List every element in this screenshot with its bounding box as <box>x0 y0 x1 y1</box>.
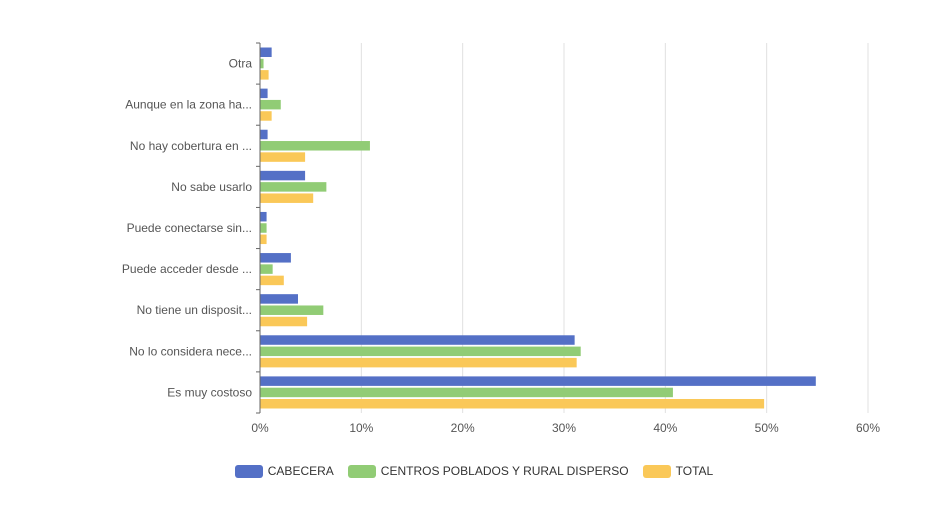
bar[interactable] <box>260 141 370 151</box>
legend-label: CENTROS POBLADOS Y RURAL DISPERSO <box>380 464 629 478</box>
bar[interactable] <box>260 88 268 99</box>
legend-swatch <box>347 464 376 478</box>
bar[interactable] <box>260 152 306 162</box>
bar[interactable] <box>260 58 264 69</box>
legend-item-centros-poblados[interactable]: CENTROS POBLADOS Y RURAL DISPERSO <box>347 464 629 478</box>
bar[interactable] <box>260 357 577 368</box>
category-label: Otra <box>229 57 253 71</box>
legend: CABECERA CENTROS POBLADOS Y RURAL DISPER… <box>0 460 948 482</box>
legend-item-total[interactable]: TOTAL <box>642 464 714 478</box>
x-tick-label: 20% <box>451 421 475 435</box>
bar[interactable] <box>260 335 575 345</box>
y-axis <box>256 42 261 414</box>
bar[interactable] <box>260 211 267 222</box>
x-tick-label: 60% <box>856 421 880 435</box>
category-label: No hay cobertura en ... <box>130 139 252 153</box>
legend-swatch <box>234 464 263 478</box>
bar[interactable] <box>260 170 306 181</box>
bar[interactable] <box>260 316 308 327</box>
bar[interactable] <box>260 376 816 386</box>
bar[interactable] <box>260 387 673 398</box>
x-tick-labels: 0% 10% 20% 30% 40% 50% 60% <box>251 421 880 435</box>
category-labels: Otra Aunque en la zona ha... No hay cobert… <box>122 57 252 400</box>
bar[interactable] <box>260 99 281 110</box>
category-label: Aunque en la zona ha... <box>125 98 252 112</box>
legend-item-cabecera[interactable]: CABECERA <box>234 464 334 478</box>
bar[interactable] <box>260 253 291 263</box>
x-tick-label: 0% <box>251 421 269 435</box>
bar[interactable] <box>260 223 267 233</box>
bar[interactable] <box>260 398 765 409</box>
x-tick-label: 30% <box>552 421 576 435</box>
bar[interactable] <box>260 111 272 121</box>
x-tick-label: 10% <box>349 421 373 435</box>
category-label: No lo considera nece... <box>129 344 252 358</box>
x-tick-label: 40% <box>653 421 677 435</box>
bar[interactable] <box>260 234 267 245</box>
category-label: No sabe usarlo <box>171 180 252 194</box>
x-tick-label: 50% <box>755 421 779 435</box>
legend-label: TOTAL <box>675 464 714 478</box>
legend-label: CABECERA <box>267 464 334 478</box>
bar[interactable] <box>260 305 324 315</box>
grid-lines <box>360 43 869 413</box>
category-label: Puede conectarse sin... <box>127 221 252 235</box>
bar[interactable] <box>260 264 273 274</box>
bar[interactable] <box>260 346 581 357</box>
legend-swatch <box>642 464 671 478</box>
bar[interactable] <box>260 47 272 58</box>
bar[interactable] <box>260 294 298 304</box>
bar[interactable] <box>260 193 314 203</box>
bar[interactable] <box>260 70 269 80</box>
category-label: Puede acceder desde ... <box>122 262 252 276</box>
bars <box>260 47 816 409</box>
category-label: No tiene un disposit... <box>137 303 252 317</box>
category-label: Es muy costoso <box>167 385 252 399</box>
bar[interactable] <box>260 129 268 140</box>
bar[interactable] <box>260 182 327 192</box>
bar[interactable] <box>260 275 284 286</box>
